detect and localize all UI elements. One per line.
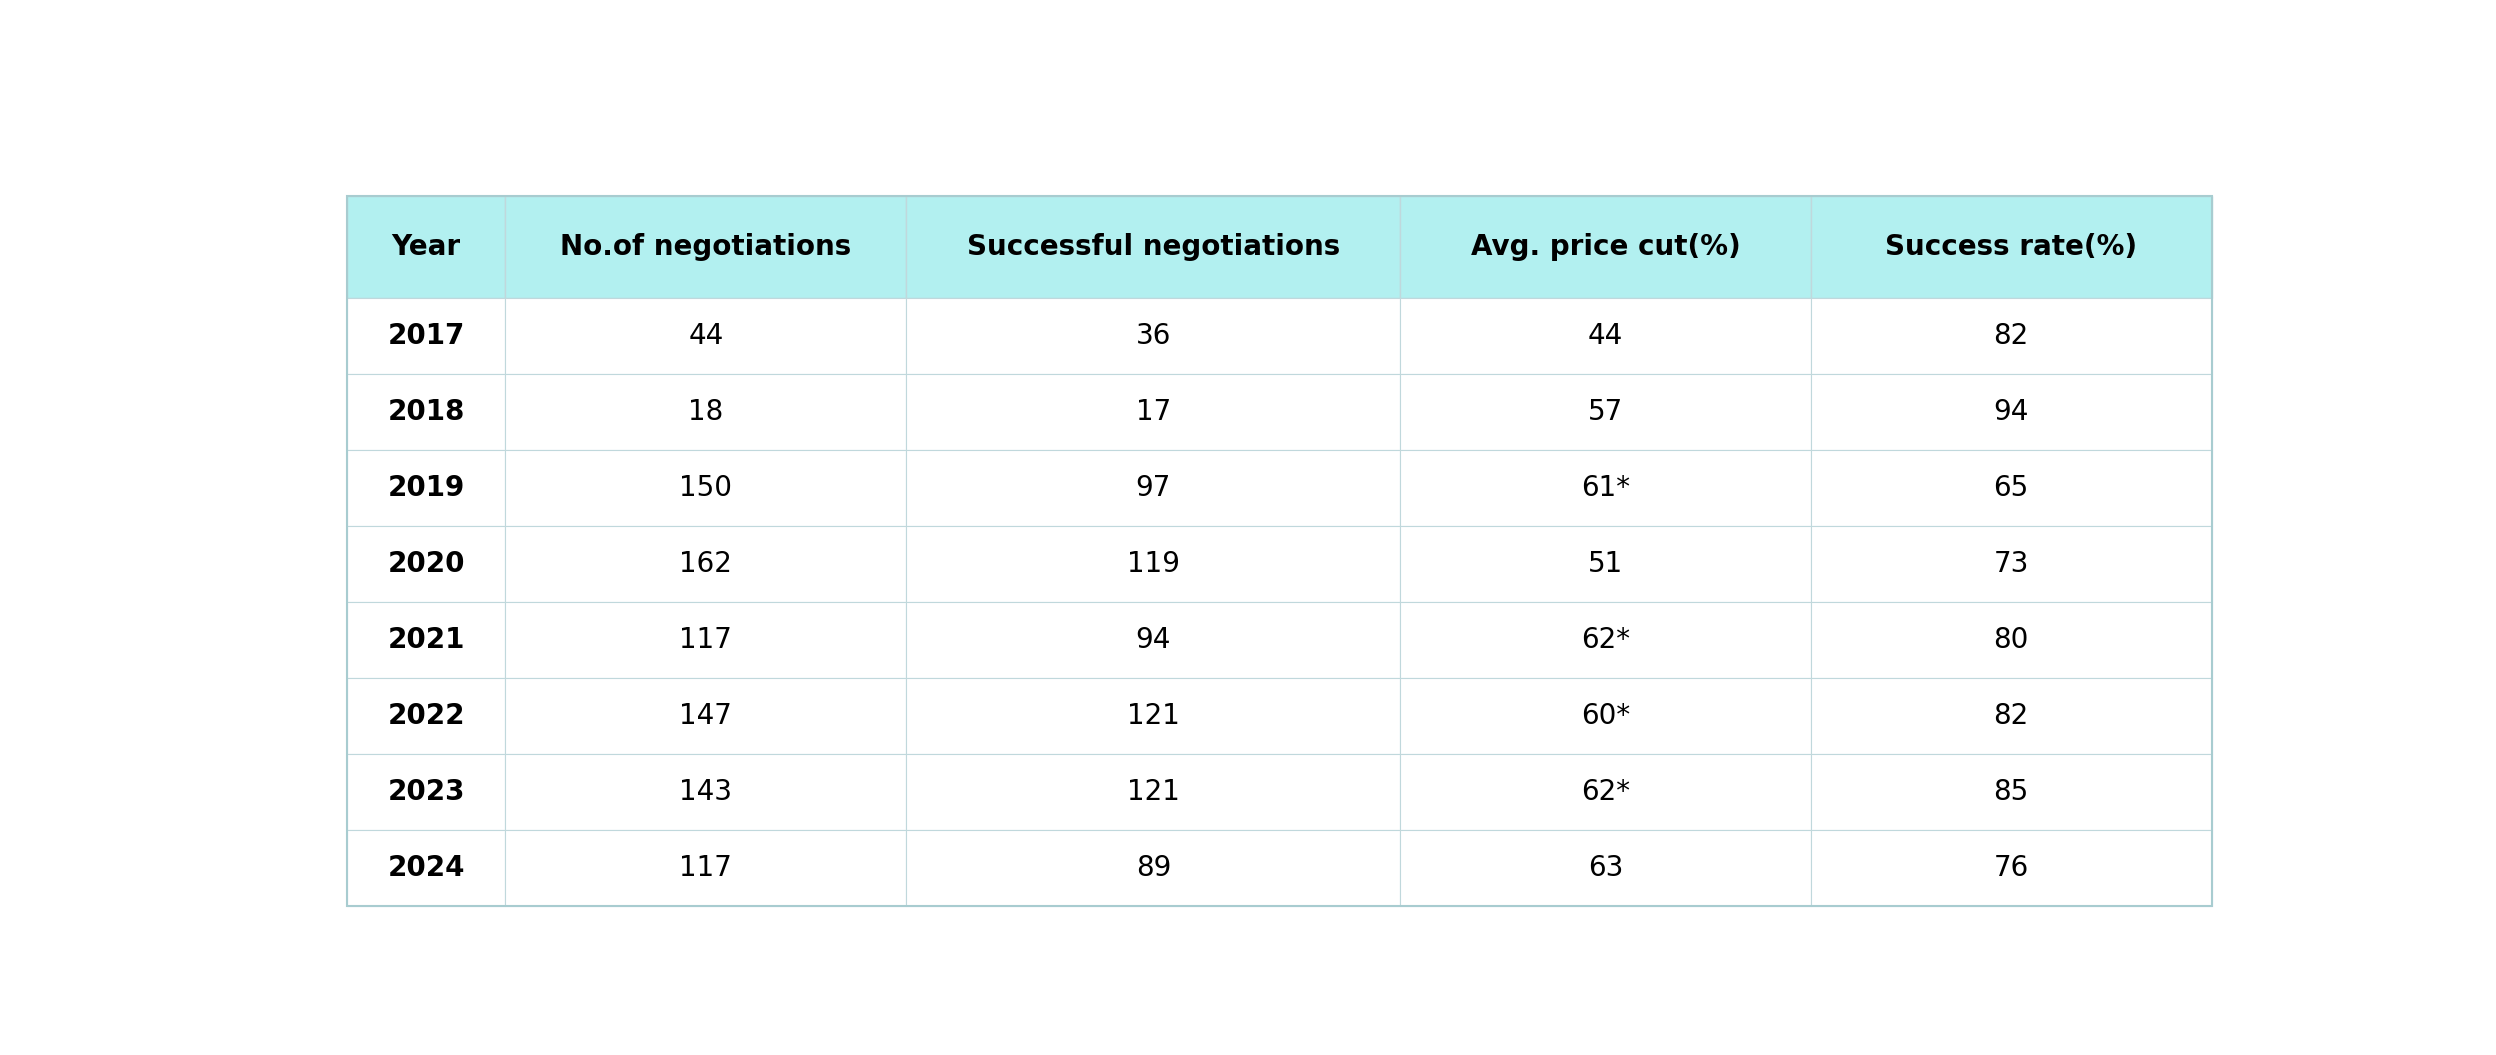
Text: 65: 65 bbox=[1994, 475, 2029, 502]
Bar bbox=[1810, 830, 2211, 906]
Bar bbox=[347, 195, 504, 299]
Bar bbox=[1400, 375, 1810, 450]
Text: 85: 85 bbox=[1994, 779, 2029, 806]
Text: 150: 150 bbox=[679, 475, 731, 502]
Text: 76: 76 bbox=[1994, 855, 2029, 882]
Text: Year: Year bbox=[392, 233, 462, 261]
Bar bbox=[504, 602, 906, 678]
Text: 94: 94 bbox=[1994, 399, 2029, 426]
Bar bbox=[1400, 602, 1810, 678]
Bar bbox=[347, 602, 504, 678]
Text: 44: 44 bbox=[689, 322, 724, 350]
Bar bbox=[504, 678, 906, 754]
Text: 143: 143 bbox=[679, 779, 731, 806]
Text: 117: 117 bbox=[679, 627, 731, 654]
Bar bbox=[906, 754, 1400, 830]
Text: 82: 82 bbox=[1994, 703, 2029, 730]
Text: 89: 89 bbox=[1136, 855, 1171, 882]
Text: Avg. price cut(%): Avg. price cut(%) bbox=[1470, 233, 1740, 261]
Text: 17: 17 bbox=[1136, 399, 1171, 426]
Bar bbox=[906, 678, 1400, 754]
Bar bbox=[906, 299, 1400, 375]
Bar bbox=[1810, 299, 2211, 375]
Bar bbox=[906, 195, 1400, 299]
Bar bbox=[906, 526, 1400, 602]
Bar bbox=[347, 830, 504, 906]
Bar bbox=[347, 526, 504, 602]
Text: 121: 121 bbox=[1126, 779, 1181, 806]
Bar bbox=[906, 602, 1400, 678]
Text: 117: 117 bbox=[679, 855, 731, 882]
Bar bbox=[347, 299, 504, 375]
Text: 94: 94 bbox=[1136, 627, 1171, 654]
Bar bbox=[1810, 602, 2211, 678]
Text: 82: 82 bbox=[1994, 322, 2029, 350]
Text: 2020: 2020 bbox=[387, 551, 464, 578]
Bar bbox=[504, 754, 906, 830]
Text: 2024: 2024 bbox=[387, 855, 464, 882]
Text: 62*: 62* bbox=[1580, 779, 1630, 806]
Bar bbox=[1400, 678, 1810, 754]
Text: 119: 119 bbox=[1126, 551, 1181, 578]
Bar bbox=[347, 754, 504, 830]
Text: 36: 36 bbox=[1136, 322, 1171, 350]
Text: 162: 162 bbox=[679, 551, 731, 578]
Bar bbox=[504, 299, 906, 375]
Text: 44: 44 bbox=[1587, 322, 1622, 350]
Text: 2018: 2018 bbox=[387, 399, 464, 426]
Text: 73: 73 bbox=[1994, 551, 2029, 578]
Bar bbox=[504, 450, 906, 526]
Bar bbox=[504, 830, 906, 906]
Bar bbox=[1810, 754, 2211, 830]
Bar bbox=[1400, 195, 1810, 299]
Bar bbox=[1810, 195, 2211, 299]
Bar bbox=[347, 678, 504, 754]
Text: No.of negotiations: No.of negotiations bbox=[559, 233, 851, 261]
Text: Successful negotiations: Successful negotiations bbox=[966, 233, 1340, 261]
Text: 80: 80 bbox=[1994, 627, 2029, 654]
Bar bbox=[504, 195, 906, 299]
Text: 2019: 2019 bbox=[387, 475, 464, 502]
Text: 57: 57 bbox=[1587, 399, 1622, 426]
Bar bbox=[906, 375, 1400, 450]
Bar bbox=[1400, 450, 1810, 526]
Bar bbox=[1400, 830, 1810, 906]
Bar bbox=[906, 830, 1400, 906]
Bar bbox=[906, 450, 1400, 526]
Bar bbox=[1810, 375, 2211, 450]
Bar bbox=[504, 526, 906, 602]
Bar bbox=[347, 375, 504, 450]
Text: Success rate(%): Success rate(%) bbox=[1884, 233, 2137, 261]
Bar bbox=[1400, 526, 1810, 602]
Text: 121: 121 bbox=[1126, 703, 1181, 730]
Text: 147: 147 bbox=[679, 703, 731, 730]
Text: 63: 63 bbox=[1587, 855, 1622, 882]
Text: 2023: 2023 bbox=[387, 779, 464, 806]
Bar bbox=[347, 195, 2211, 906]
Text: 51: 51 bbox=[1587, 551, 1622, 578]
Bar bbox=[1400, 754, 1810, 830]
Text: 61*: 61* bbox=[1580, 475, 1630, 502]
Text: 60*: 60* bbox=[1580, 703, 1630, 730]
Bar bbox=[1810, 526, 2211, 602]
Text: 2021: 2021 bbox=[387, 627, 464, 654]
Bar bbox=[504, 375, 906, 450]
Text: 62*: 62* bbox=[1580, 627, 1630, 654]
Bar bbox=[1400, 299, 1810, 375]
Text: 97: 97 bbox=[1136, 475, 1171, 502]
Bar bbox=[347, 450, 504, 526]
Text: 2017: 2017 bbox=[387, 322, 464, 350]
Bar bbox=[1810, 678, 2211, 754]
Bar bbox=[1810, 450, 2211, 526]
Text: 2022: 2022 bbox=[387, 703, 464, 730]
Text: 18: 18 bbox=[689, 399, 724, 426]
